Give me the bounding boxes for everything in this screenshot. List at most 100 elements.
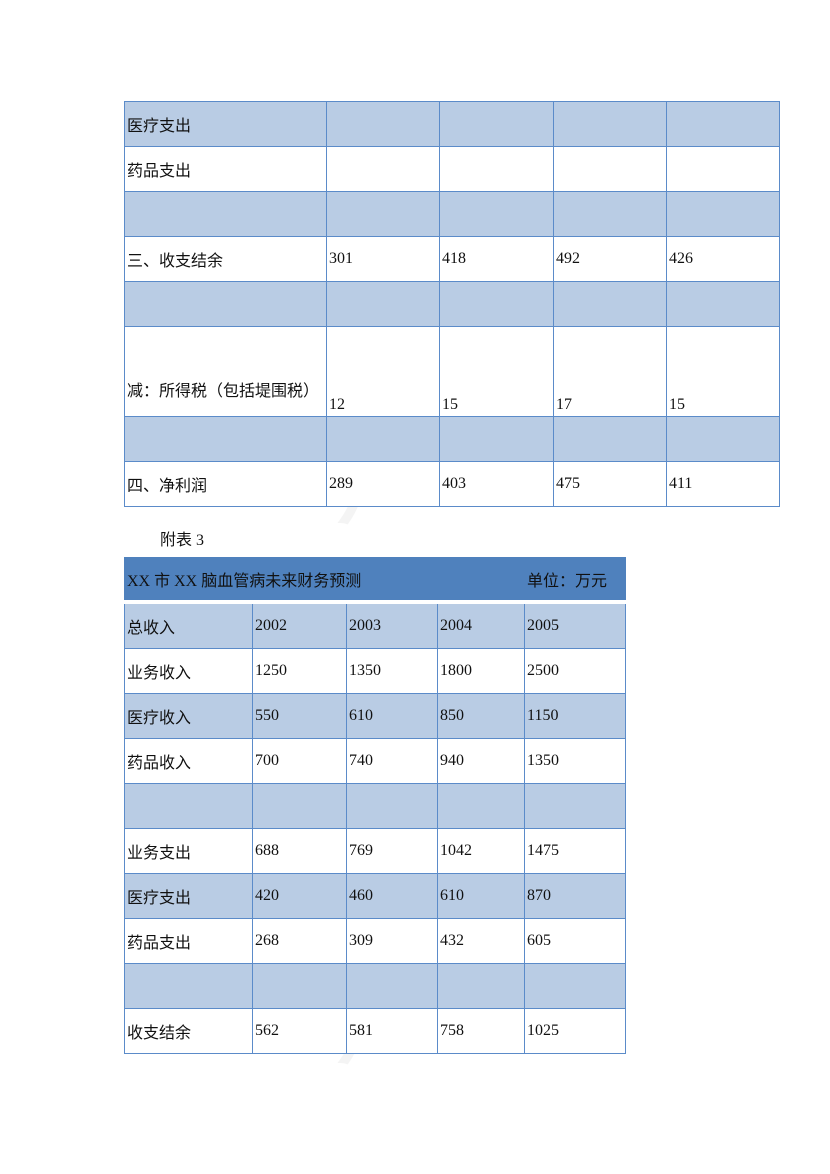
value-cell <box>666 146 780 192</box>
row-label: 三、收支结余 <box>124 236 327 282</box>
value-cell: 15 <box>666 326 780 417</box>
value-cell: 301 <box>326 236 440 282</box>
value-cell: 605 <box>524 918 627 964</box>
forecast-table: XX 市 XX 脑血管病未来财务预测 单位：万元 总收入 2002 2003 2… <box>123 557 627 1054</box>
header-cell: 2005 <box>524 601 627 649</box>
table-row: 收支结余 562 581 758 1025 <box>124 1008 627 1054</box>
value-cell <box>326 191 440 237</box>
value-cell <box>345 963 439 1009</box>
header-row: 总收入 2002 2003 2004 2005 <box>124 601 627 649</box>
value-cell <box>439 191 554 237</box>
row-label: 收支结余 <box>124 1008 253 1054</box>
value-cell: 289 <box>326 461 440 507</box>
value-cell: 492 <box>553 236 667 282</box>
table-row: 减：所得税（包括堤围税） 12 15 17 15 <box>124 326 780 417</box>
value-cell: 268 <box>252 918 347 964</box>
value-cell <box>666 191 780 237</box>
value-cell <box>553 416 667 462</box>
row-label <box>124 416 327 462</box>
empty-cell <box>437 557 526 604</box>
value-cell: 12 <box>326 326 440 417</box>
value-cell: 475 <box>553 461 667 507</box>
value-cell <box>345 783 439 829</box>
value-cell: 1350 <box>345 648 439 694</box>
value-cell: 1800 <box>437 648 526 694</box>
row-label: 药品支出 <box>124 918 253 964</box>
value-cell: 562 <box>252 1008 347 1054</box>
table-row: 业务支出 688 769 1042 1475 <box>124 828 627 874</box>
value-cell: 1042 <box>437 828 526 874</box>
value-cell: 426 <box>666 236 780 282</box>
header-cell: 总收入 <box>124 601 253 649</box>
value-cell: 581 <box>345 1008 439 1054</box>
row-label: 业务收入 <box>124 648 253 694</box>
row-label: 医疗支出 <box>124 101 327 147</box>
value-cell <box>326 416 440 462</box>
value-cell: 740 <box>345 738 439 784</box>
row-label: 四、净利润 <box>124 461 327 507</box>
value-cell: 610 <box>345 693 439 739</box>
table-row <box>124 191 780 237</box>
header-cell: 2004 <box>437 601 526 649</box>
table-row: 业务收入 1250 1350 1800 2500 <box>124 648 627 694</box>
header-cell: 2003 <box>345 601 439 649</box>
title-row: XX 市 XX 脑血管病未来财务预测 单位：万元 <box>123 557 627 604</box>
value-cell: 550 <box>252 693 347 739</box>
value-cell: 420 <box>252 873 347 919</box>
value-cell <box>437 963 526 1009</box>
row-label: 减：所得税（包括堤围税） <box>124 326 327 417</box>
table-caption: 附表 3 <box>160 532 205 549</box>
value-cell: 1475 <box>524 828 627 874</box>
value-cell <box>524 783 627 829</box>
table-row: 医疗支出 <box>124 101 780 147</box>
value-cell <box>439 416 554 462</box>
value-cell <box>439 101 554 147</box>
table-row: 医疗收入 550 610 850 1150 <box>124 693 627 739</box>
table-row <box>124 281 780 327</box>
table-row: 三、收支结余 301 418 492 426 <box>124 236 780 282</box>
value-cell: 403 <box>439 461 554 507</box>
row-label <box>124 963 253 1009</box>
value-cell: 411 <box>666 461 780 507</box>
value-cell <box>524 963 627 1009</box>
value-cell <box>553 101 667 147</box>
table-row: 药品支出 268 309 432 605 <box>124 918 627 964</box>
row-label <box>124 281 327 327</box>
row-label <box>124 191 327 237</box>
value-cell: 1150 <box>524 693 627 739</box>
row-label: 业务支出 <box>124 828 253 874</box>
value-cell <box>553 191 667 237</box>
row-label <box>124 783 253 829</box>
value-cell: 758 <box>437 1008 526 1054</box>
value-cell: 17 <box>553 326 667 417</box>
value-cell: 850 <box>437 693 526 739</box>
value-cell: 1350 <box>524 738 627 784</box>
value-cell <box>437 783 526 829</box>
table-row: 医疗支出 420 460 610 870 <box>124 873 627 919</box>
value-cell: 418 <box>439 236 554 282</box>
value-cell <box>666 281 780 327</box>
table-row: 药品收入 700 740 940 1350 <box>124 738 627 784</box>
value-cell: 1250 <box>252 648 347 694</box>
value-cell <box>326 146 440 192</box>
table-row: 药品支出 <box>124 146 780 192</box>
value-cell: 15 <box>439 326 554 417</box>
value-cell <box>326 281 440 327</box>
row-label: 医疗支出 <box>124 873 253 919</box>
header-cell: 2002 <box>252 601 347 649</box>
value-cell <box>553 281 667 327</box>
row-label: 医疗收入 <box>124 693 253 739</box>
value-cell <box>252 783 347 829</box>
value-cell: 769 <box>345 828 439 874</box>
value-cell <box>553 146 667 192</box>
table-row: 四、净利润 289 403 475 411 <box>124 461 780 507</box>
value-cell: 2500 <box>524 648 627 694</box>
table-row <box>124 416 780 462</box>
value-cell <box>252 963 347 1009</box>
value-cell: 1025 <box>524 1008 627 1054</box>
value-cell <box>439 281 554 327</box>
financial-table-continued: 医疗支出 药品支出三、收支结余 301 418 492 426 减：所得税（包括堤围税） 12… <box>124 101 780 507</box>
value-cell <box>439 146 554 192</box>
row-label: 药品收入 <box>124 738 253 784</box>
